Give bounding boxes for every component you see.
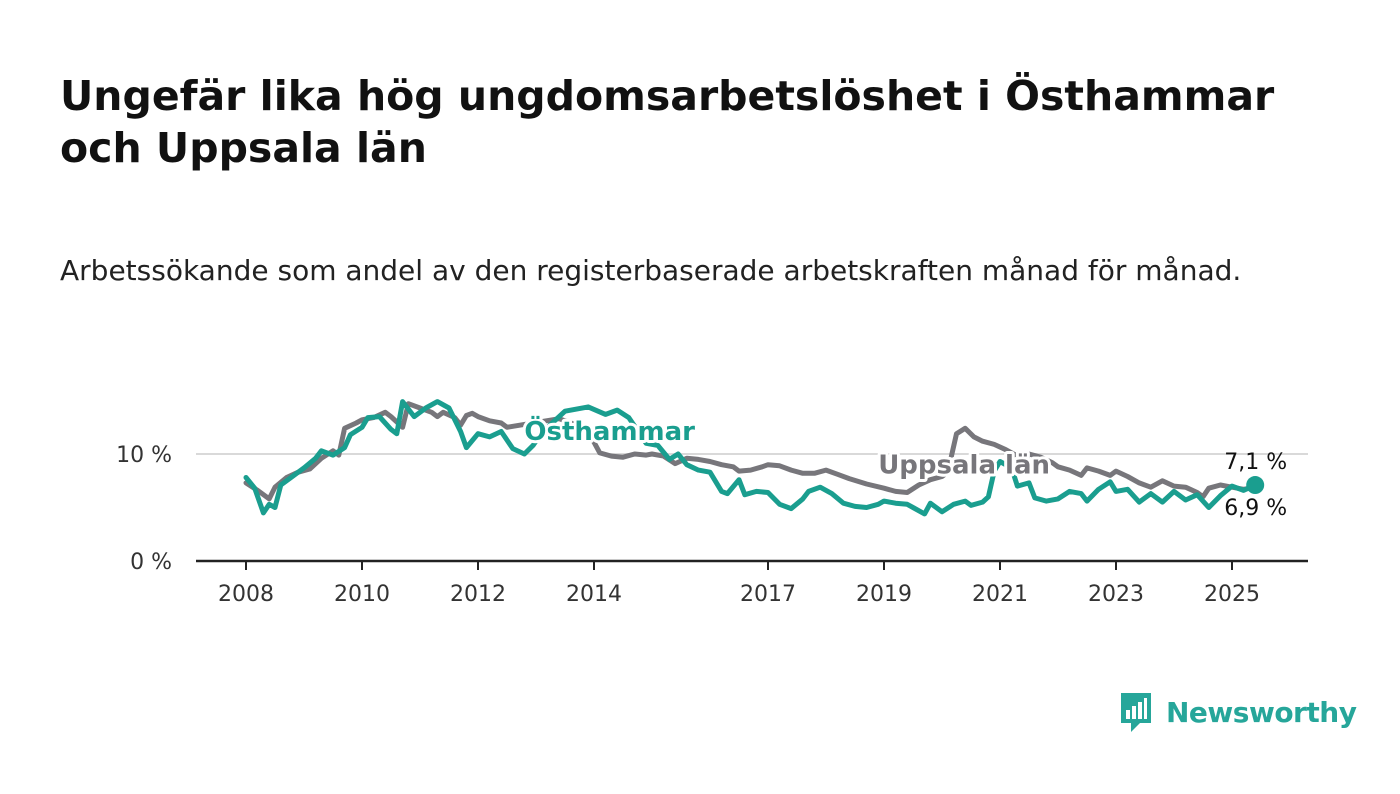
x-tick-label: 2010: [334, 582, 390, 607]
x-tick-label: 2025: [1204, 582, 1260, 607]
chart-title: Ungefär lika hög ungdomsarbetslöshet i Ö…: [60, 72, 1275, 172]
brand-logo: Newsworthy: [1118, 690, 1357, 734]
y-tick-label: 10 %: [116, 443, 172, 468]
x-tick-label: 2021: [972, 582, 1028, 607]
y-axis-ticks: 0 % 10 %: [116, 443, 172, 575]
end-value-label: 6,9 %: [1224, 496, 1287, 521]
x-axis-ticks: 2008 2010 2012 2014 2017 2019 2021 2023 2025: [218, 561, 1260, 607]
series-line-1: [243, 399, 1258, 517]
x-tick-label: 2008: [218, 582, 274, 607]
series-label: Uppsala län: [878, 450, 1050, 480]
x-tick-label: 2017: [740, 582, 796, 607]
x-tick-label: 2023: [1088, 582, 1144, 607]
y-tick-label: 0 %: [130, 550, 172, 575]
x-tick-label: 2014: [566, 582, 622, 607]
series-line-0: [243, 401, 1258, 502]
end-point-marker: [1246, 476, 1265, 495]
series-label-halo: Östhammar: [524, 414, 695, 447]
end-value-label: 7,1 %: [1224, 450, 1287, 475]
newsworthy-logo-icon: [1121, 693, 1151, 732]
x-tick-label: 2012: [450, 582, 506, 607]
series-label-halo: Uppsala län: [878, 450, 1050, 480]
chart-subtitle: Arbetssökande som andel av den registerb…: [60, 254, 1242, 287]
series-lines: [243, 399, 1258, 517]
series-label: Östhammar: [524, 414, 695, 447]
x-tick-label: 2019: [856, 582, 912, 607]
brand-name: Newsworthy: [1166, 695, 1357, 729]
